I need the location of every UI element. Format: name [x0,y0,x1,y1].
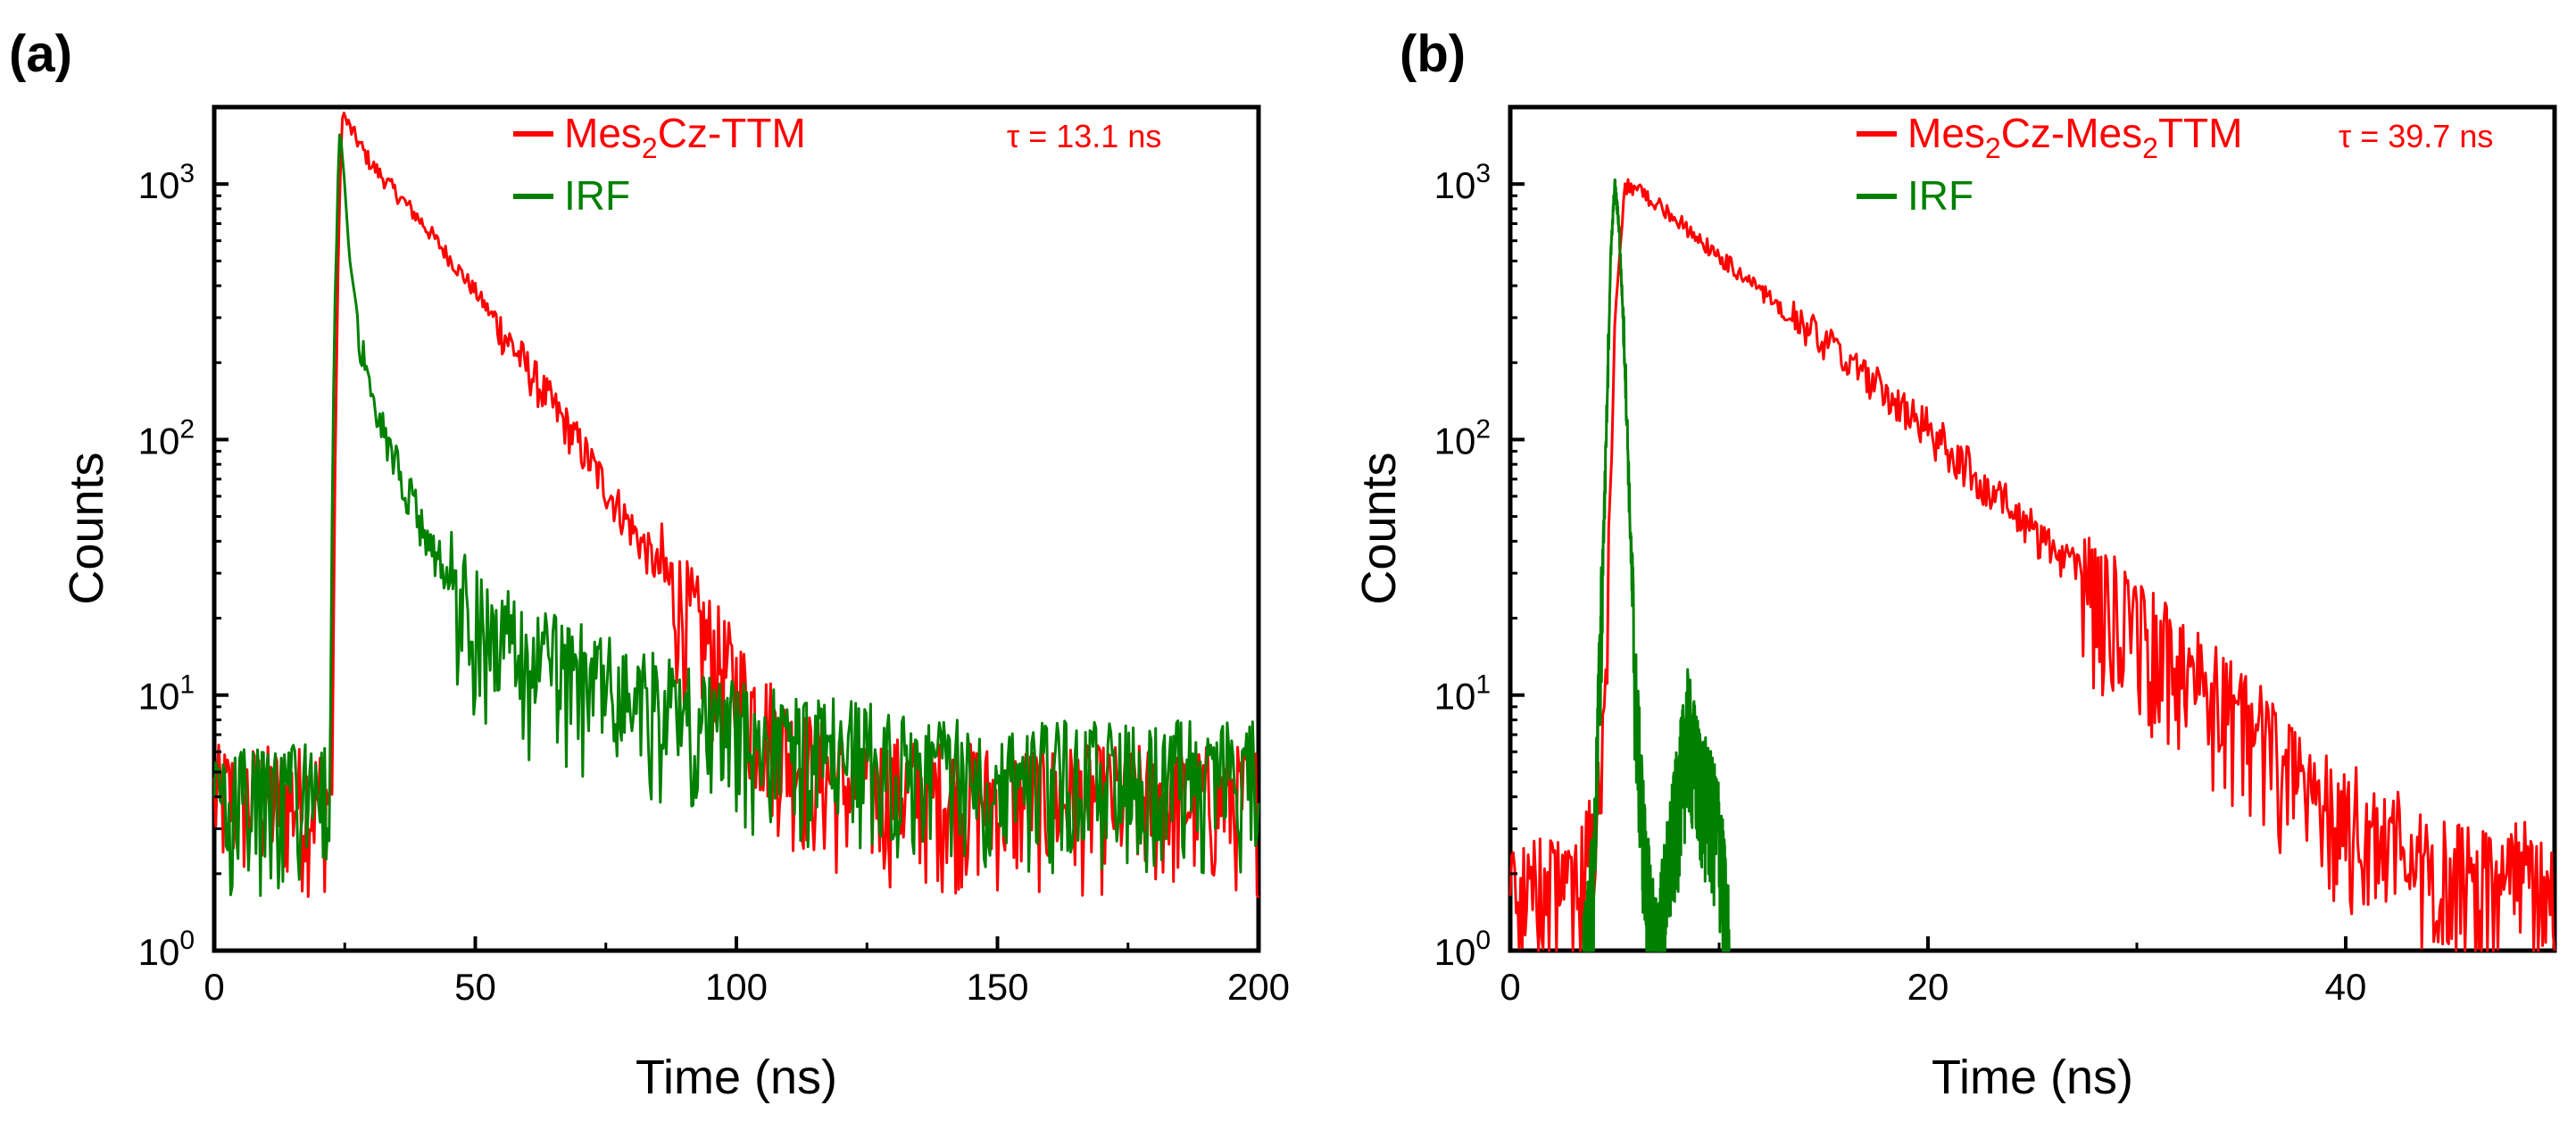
panel-b-ytick-label: 100 [1434,926,1491,973]
panel-a-series-group [212,112,1260,899]
panel-a-legend-label-1: IRF [564,172,630,219]
panel-b-lifetime-annotation: τ = 39.7 ns [2339,118,2493,154]
panel-a-xlabel: Time (ns) [636,1051,837,1104]
panel-a-xtick-label: 50 [454,966,496,1008]
panel-a-series-irf [212,133,1260,897]
panel-a-xtick-label: 150 [966,966,1028,1008]
panel-a-xtick-label: 200 [1227,966,1290,1008]
panel-a-ylabel: Counts [60,452,113,604]
panel-b-xtick-label: 40 [2325,966,2367,1008]
panel-a-ticks: 0 50 100 150 200 100 101 102 103 [138,105,1290,1008]
panel-a-xtick-label: 100 [705,966,768,1008]
panel-b-legend-label-0: Mes2Cz-Mes2TTM [1907,110,2242,164]
panel-b-series-group [1508,178,2556,952]
panel-b-series-irf [1582,178,1731,952]
panel-b-xtick-label: 0 [1500,966,1520,1008]
panel-b-xtick-label: 20 [1907,966,1949,1008]
panel-b-ytick-label: 103 [1434,159,1491,206]
panel-a-legend-label-0: Mes2Cz-TTM [564,110,806,164]
panel-b-label: (b) [1400,25,1466,83]
panel-a-label: (a) [9,25,72,83]
panel-b-ticks: 0 20 40 100 101 102 103 [1434,105,2367,1008]
panel-a-legend: Mes2Cz-TTM IRF [513,110,806,219]
panel-a-ytick-label: 101 [138,670,195,718]
panel-a-ytick-label: 102 [138,414,195,461]
panel-a-plot-area: 0 50 100 150 200 100 101 102 103 [138,104,1290,1008]
panel-b-legend-label-1: IRF [1907,172,1974,219]
panel-b-legend: Mes2Cz-Mes2TTM IRF [1857,110,2242,219]
panel-b-ytick-label: 101 [1434,670,1491,718]
panel-b-ylabel: Counts [1352,452,1406,604]
panel-b-xlabel: Time (ns) [1932,1051,2133,1104]
panel-a-xtick-label: 0 [204,966,224,1008]
panel-b: (b) 0 20 40 100 101 102 103 Time (ns) Counts M… [1352,25,2557,1104]
panel-b-plot-area: 0 20 40 100 101 102 103 [1434,104,2557,1008]
panel-b-ytick-label: 102 [1434,414,1491,461]
panel-a-ytick-label: 100 [138,926,195,973]
panel-a-ytick-label: 103 [138,159,195,206]
panel-a: (a) 0 50 100 150 200 100 101 102 103 Time (ns) C… [9,25,1290,1104]
panel-b-series-mes2cz-mes2ttm [1508,178,2556,952]
panel-a-lifetime-annotation: τ = 13.1 ns [1007,118,1161,154]
